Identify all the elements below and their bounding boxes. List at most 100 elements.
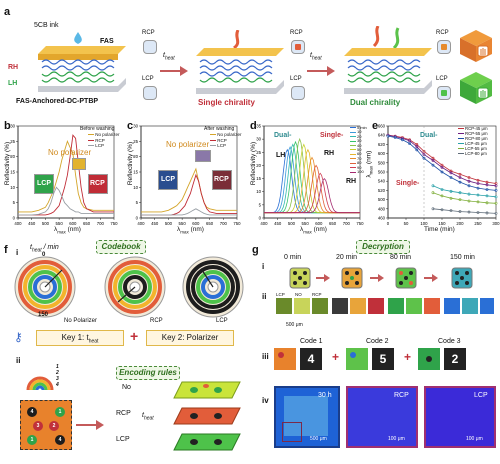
d-peak-10 [264,177,360,214]
c-xtick-label-0: 400 [137,221,145,226]
chart-c-legend-item-0: No polarizer [210,132,242,138]
d-legend-label-8: 80 [357,160,362,166]
rh-label: RH [8,64,19,71]
c-ytick-label-2: 10 [133,185,138,190]
e-ytick-label-7: 600 [378,151,386,156]
die-2 [395,267,417,289]
code2-pattern-dot [350,352,356,358]
e-ytick-label-8: 620 [378,142,386,147]
c-xtick-label-3: 550 [179,221,187,226]
encoding-grid: 4 1 3 2 1 4 [20,400,72,450]
c-xtick-label-2: 500 [165,221,173,226]
b-ytick-label-1: 5 [13,200,16,205]
ring-number-2: 2 [56,370,59,376]
b-xtick-label-5: 650 [83,221,91,226]
e-xtick-label-5: 250 [474,221,482,226]
e-legend-label-1: RCP-55 μm [465,131,488,136]
key-plus: + [130,328,139,344]
micro-strip [270,290,496,330]
dual-chirality-label: Dual chirality [350,98,401,107]
chart-d-ylabel: Reflectivity (%) [250,141,258,186]
encoding-heat-label: theat [142,412,154,421]
grid-dot-2-label: 3 [36,423,40,429]
b-xtick-label-7: 750 [110,221,118,226]
e-ytick-label-6: 580 [378,160,386,165]
chart-b-xlabel-unit: (nm) [65,226,81,233]
chart-b-ylabel: Reflectivity (%) [4,141,12,186]
e-xtick-label-4: 200 [456,221,464,226]
chart-c-ylabel: Reflectivity (%) [127,141,135,186]
d-legend-item-4: 40 [350,143,367,148]
rcp-label-1: RCP [142,30,155,36]
chart-e-ylabel-sub: max [368,165,374,175]
f-sub-i: i [16,248,19,257]
key-icon: ⚷ [14,330,23,344]
chart-d-rh1-label: RH [324,150,335,157]
key1-subscript: heat [88,338,99,345]
e-series-4 [432,192,497,204]
arrow-heat-2 [307,64,337,83]
chart-c-legend-item-1: RCP [210,138,242,144]
grid-dot-2: 3 [33,421,43,431]
ring-number-1: 1 [56,364,59,370]
grid-dot-0: 4 [27,407,37,417]
encoding-no-label: No [122,384,131,391]
c-xtick-label-7: 750 [233,221,241,226]
micrograph-rcp-scale: 100 μm [388,436,405,442]
code2-digit-box: 5 [372,348,394,370]
chart-b-legend-swatch-2 [88,145,94,147]
d-xtick-label-3: 550 [302,221,310,226]
panel-label-b: b [4,120,11,132]
panel-label-a: a [4,6,11,18]
micrograph-lcp: LCP 100 μm [424,386,496,448]
dial-no-polarizer [14,256,76,318]
layer-no [172,380,242,400]
micro-lcp-label: LCP [276,292,285,297]
c-ytick-label-3: 15 [133,170,138,175]
film-initial [28,32,128,94]
grid-dot-4: 1 [27,435,37,445]
theat-unit: / min [41,244,59,251]
theat-symbol: t [30,244,32,251]
chart-c: 400 450 500 550 600 650 700 750 0 5 10 15 20 25 30 [133,124,241,227]
e-legend-swatch-1 [458,133,464,135]
g-sub-i: i [262,262,265,271]
b-xtick-label-6: 700 [97,221,105,226]
panel-label-c: c [127,120,134,132]
chart-b-lcp-label: LCP [37,180,51,187]
encoding-arrow [76,418,106,436]
grid-dot-3-label: 2 [52,423,56,429]
b-xtick-label-4: 600 [69,221,77,226]
code-plus-2: + [404,350,412,364]
c-xtick-label-5: 650 [206,221,214,226]
code1-pattern-dot [278,352,284,358]
micrograph-30h-label: 30 h [318,392,332,399]
chart-b-legend-label-1: RCP [95,137,105,143]
chart-b-xlabel-sub: max [57,229,66,235]
micro-rcp-label: RCP [312,292,322,297]
encoding-lcp-label: LCP [116,436,130,443]
chart-c-legend-label-0: No polarizer [217,132,242,137]
code3-pattern [418,348,440,370]
e-series-2 [387,135,497,191]
chart-e-dual-label: Dual- [420,132,438,139]
d-legend-item-2: 20 [350,134,367,139]
rcp-label-2: RCP [290,30,303,36]
chart-b-nopol-label: No polarizer [48,148,92,157]
micro-scale-label: 500 μm [286,322,303,328]
encoding-heat-subscript: heat [143,415,154,422]
d-legend-item-8: 80 [350,161,367,165]
d-xtick-label-7: 750 [356,221,364,226]
chart-c-lcp-label: LCP [161,176,175,183]
e-legend-label-0: RCP-45 μm [465,126,488,131]
film-dual [338,25,434,96]
b-series-1 [18,134,114,216]
e-legend-item-1: RCP-55 μm [458,131,488,136]
encoding-rcp-label: RCP [116,410,131,417]
dice-row [282,264,500,294]
code3-pattern-dot [426,356,432,362]
e-ytick-label-4: 540 [378,179,386,184]
e-legend-swatch-5 [458,153,464,155]
chart-b-rcp-swatch [88,174,108,194]
